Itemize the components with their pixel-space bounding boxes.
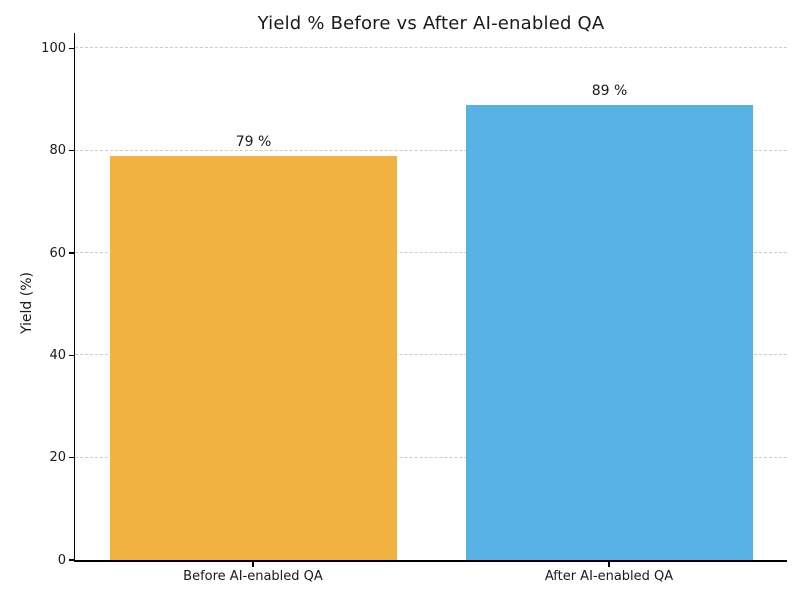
bar-value-label-1: 89 % bbox=[591, 82, 628, 99]
y-tick-label-40: 40 bbox=[49, 347, 66, 363]
x-tick-mark-0 bbox=[252, 562, 254, 567]
y-tick-mark-100 bbox=[68, 47, 74, 50]
gridline-y-20 bbox=[75, 456, 787, 458]
y-tick-label-80: 80 bbox=[49, 143, 66, 159]
bar-1 bbox=[466, 104, 753, 560]
y-tick-label-100: 100 bbox=[41, 40, 66, 56]
gridline-y-60 bbox=[75, 252, 787, 254]
x-axis-spine bbox=[73, 560, 787, 562]
x-category-label-0: Before AI-enabled QA bbox=[183, 569, 323, 584]
y-tick-label-0: 0 bbox=[57, 552, 66, 568]
y-tick-mark-20 bbox=[68, 456, 74, 459]
plot-area: 79 % 89 % bbox=[75, 33, 787, 560]
gridline-y-100 bbox=[75, 47, 787, 49]
y-tick-mark-80 bbox=[68, 149, 74, 152]
y-tick-label-60: 60 bbox=[49, 245, 66, 261]
y-tick-label-20: 20 bbox=[49, 450, 66, 466]
chart-title: Yield % Before vs After AI-enabled QA bbox=[257, 13, 605, 34]
x-tick-mark-1 bbox=[608, 562, 610, 567]
bar-value-label-0: 79 % bbox=[235, 133, 272, 150]
gridline-y-80 bbox=[75, 149, 787, 151]
y-axis-spine bbox=[73, 33, 75, 562]
gridline-y-40 bbox=[75, 354, 787, 356]
bar-0 bbox=[110, 155, 397, 560]
y-tick-mark-0 bbox=[68, 559, 74, 561]
y-tick-mark-40 bbox=[68, 354, 74, 357]
x-category-label-1: After AI-enabled QA bbox=[544, 569, 674, 584]
y-axis-label: Yield (%) bbox=[19, 271, 35, 335]
y-tick-mark-60 bbox=[68, 252, 74, 254]
